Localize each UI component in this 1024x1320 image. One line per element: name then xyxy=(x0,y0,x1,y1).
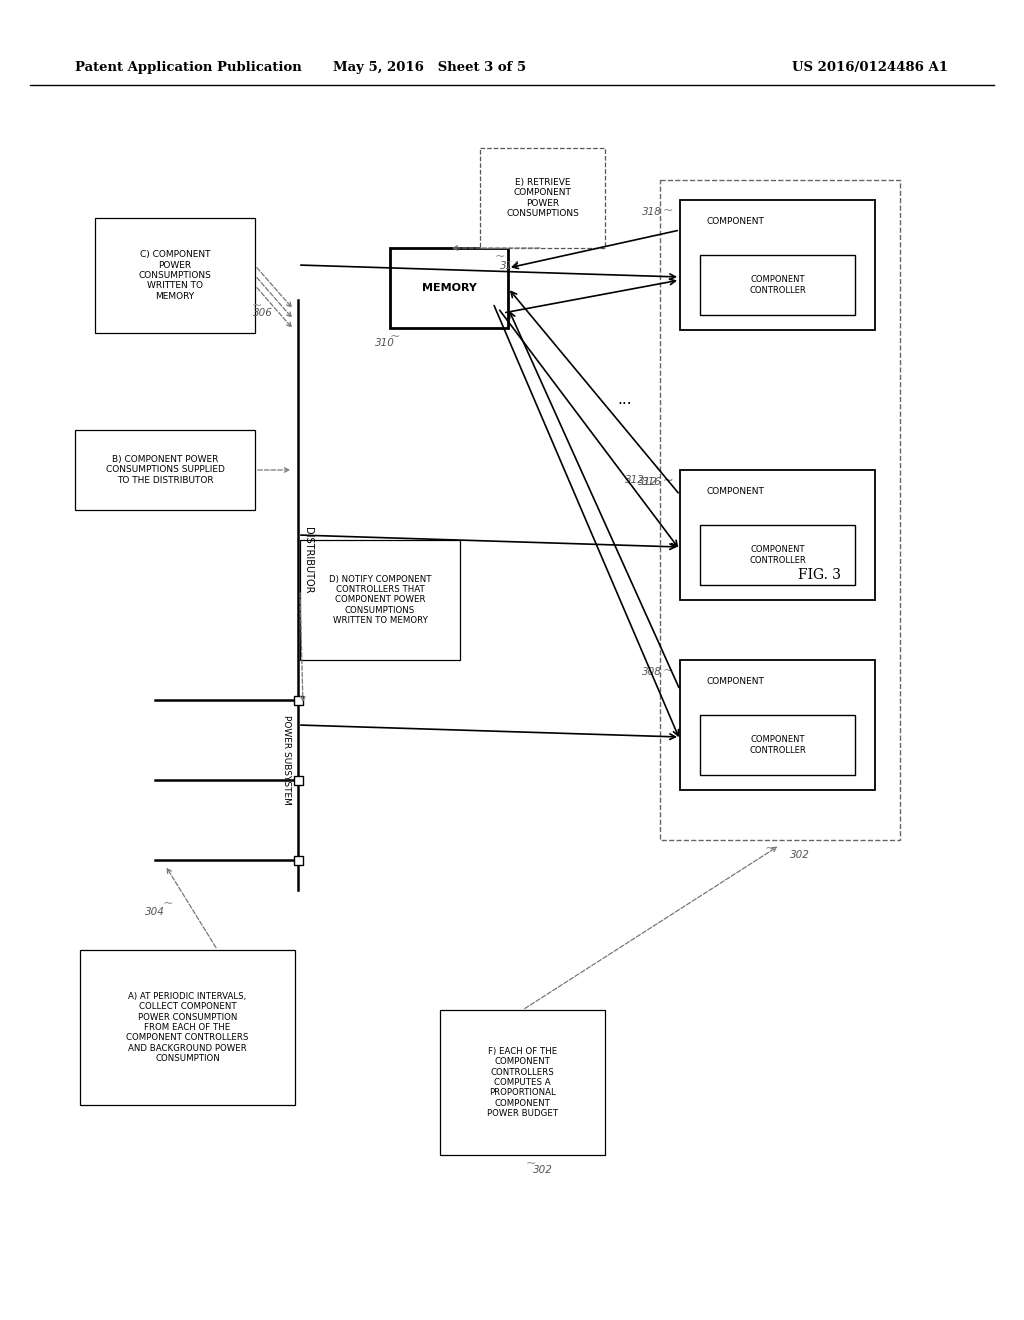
Text: COMPONENT: COMPONENT xyxy=(707,218,764,227)
Text: 318: 318 xyxy=(642,207,662,216)
Bar xyxy=(440,1010,605,1155)
Bar xyxy=(660,180,900,840)
Text: B) COMPONENT POWER
CONSUMPTIONS SUPPLIED
TO THE DISTRIBUTOR: B) COMPONENT POWER CONSUMPTIONS SUPPLIED… xyxy=(105,455,224,484)
Text: ...: ... xyxy=(617,392,632,408)
Text: ~: ~ xyxy=(252,298,262,312)
Text: COMPONENT
CONTROLLER: COMPONENT CONTROLLER xyxy=(750,735,806,755)
Bar xyxy=(390,248,508,327)
Text: ~: ~ xyxy=(663,474,673,487)
Text: 308: 308 xyxy=(642,667,662,677)
Text: 316: 316 xyxy=(642,477,662,487)
Text: ~: ~ xyxy=(163,896,173,909)
Bar xyxy=(294,776,302,784)
Text: ~: ~ xyxy=(765,842,775,854)
Text: MEMORY: MEMORY xyxy=(422,282,476,293)
Text: F) EACH OF THE
COMPONENT
CONTROLLERS
COMPUTES A
PROPORTIONAL
COMPONENT
POWER BUD: F) EACH OF THE COMPONENT CONTROLLERS COM… xyxy=(487,1047,558,1118)
Text: US 2016/0124486 A1: US 2016/0124486 A1 xyxy=(792,62,948,74)
Bar xyxy=(680,660,874,789)
Text: 304: 304 xyxy=(145,907,165,917)
Text: ~: ~ xyxy=(663,664,673,676)
Bar xyxy=(294,696,302,705)
Text: 312: 312 xyxy=(638,477,658,487)
Bar xyxy=(480,148,605,248)
Bar xyxy=(95,218,255,333)
Text: C) COMPONENT
POWER
CONSUMPTIONS
WRITTEN TO
MEMORY: C) COMPONENT POWER CONSUMPTIONS WRITTEN … xyxy=(138,251,211,301)
Text: 306: 306 xyxy=(253,308,273,318)
Text: COMPONENT: COMPONENT xyxy=(707,677,764,686)
Text: COMPONENT
CONTROLLER: COMPONENT CONTROLLER xyxy=(750,276,806,294)
Bar xyxy=(680,470,874,601)
Text: 310: 310 xyxy=(375,338,395,348)
Text: POWER SUBSYSTEM: POWER SUBSYSTEM xyxy=(282,715,291,805)
Text: COMPONENT
CONTROLLER: COMPONENT CONTROLLER xyxy=(750,545,806,565)
Bar xyxy=(300,540,460,660)
Text: COMPONENT: COMPONENT xyxy=(707,487,764,496)
Text: Patent Application Publication: Patent Application Publication xyxy=(75,62,302,74)
Bar xyxy=(680,201,874,330)
Text: E) RETRIEVE
COMPONENT
POWER
CONSUMPTIONS: E) RETRIEVE COMPONENT POWER CONSUMPTIONS xyxy=(506,178,579,218)
Bar xyxy=(700,715,855,775)
Text: ~: ~ xyxy=(495,249,505,263)
Bar xyxy=(80,950,295,1105)
Text: D) NOTIFY COMPONENT
CONTROLLERS THAT
COMPONENT POWER
CONSUMPTIONS
WRITTEN TO MEM: D) NOTIFY COMPONENT CONTROLLERS THAT COM… xyxy=(329,574,431,626)
Text: DISTRIBUTOR: DISTRIBUTOR xyxy=(303,527,313,593)
Text: ~: ~ xyxy=(390,330,400,342)
Text: FIG. 3: FIG. 3 xyxy=(799,568,842,582)
Bar xyxy=(75,430,255,510)
Text: A) AT PERIODIC INTERVALS,
COLLECT COMPONENT
POWER CONSUMPTION
FROM EACH OF THE
C: A) AT PERIODIC INTERVALS, COLLECT COMPON… xyxy=(126,991,249,1063)
Text: ~: ~ xyxy=(663,474,673,487)
Bar xyxy=(700,255,855,315)
Bar xyxy=(294,855,302,865)
Text: May 5, 2016   Sheet 3 of 5: May 5, 2016 Sheet 3 of 5 xyxy=(334,62,526,74)
Text: ~: ~ xyxy=(663,203,673,216)
Text: ~: ~ xyxy=(525,1156,536,1170)
Text: 302: 302 xyxy=(791,850,810,861)
Bar xyxy=(700,525,855,585)
Text: 314: 314 xyxy=(500,261,520,271)
Text: 302: 302 xyxy=(532,1166,552,1175)
Text: 312: 312 xyxy=(625,475,645,484)
